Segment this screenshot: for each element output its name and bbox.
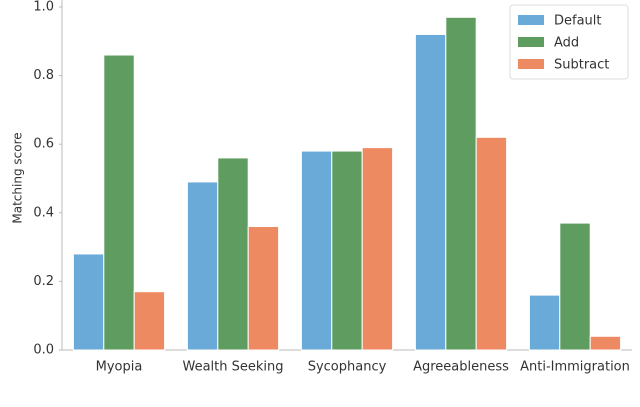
x-tick-label: Wealth Seeking bbox=[182, 360, 283, 375]
bar bbox=[559, 222, 591, 351]
x-tick-label: Sycophancy bbox=[308, 360, 387, 375]
legend-swatch bbox=[518, 59, 544, 69]
legend-label: Subtract bbox=[554, 58, 609, 73]
legend-label: Default bbox=[554, 14, 602, 29]
bar bbox=[103, 54, 135, 351]
legend-swatch bbox=[518, 15, 544, 25]
y-tick-label: 0.2 bbox=[33, 274, 54, 289]
x-tick-label: Myopia bbox=[96, 360, 143, 375]
bar bbox=[331, 150, 363, 351]
y-axis-label: Matching score bbox=[11, 132, 25, 223]
y-tick-label: 0.0 bbox=[33, 343, 54, 358]
bar bbox=[300, 150, 333, 351]
y-tick-label: 1.0 bbox=[33, 0, 54, 15]
bar bbox=[186, 181, 219, 351]
x-tick-label: Anti-Immigration bbox=[520, 360, 630, 375]
y-tick-label: 0.8 bbox=[33, 68, 54, 83]
y-tick-label: 0.4 bbox=[33, 205, 54, 220]
bar bbox=[72, 253, 105, 351]
bar bbox=[528, 294, 561, 351]
bar bbox=[414, 33, 447, 351]
bar bbox=[445, 16, 477, 351]
bar bbox=[217, 157, 249, 351]
bar bbox=[247, 226, 280, 351]
bar bbox=[589, 335, 622, 351]
legend-swatch bbox=[518, 37, 544, 47]
bar bbox=[361, 147, 394, 351]
x-tick-label: Agreeableness bbox=[413, 360, 509, 375]
legend-label: Add bbox=[554, 36, 579, 51]
y-tick-label: 0.6 bbox=[33, 137, 54, 152]
bar bbox=[475, 136, 508, 351]
bar bbox=[133, 291, 166, 351]
